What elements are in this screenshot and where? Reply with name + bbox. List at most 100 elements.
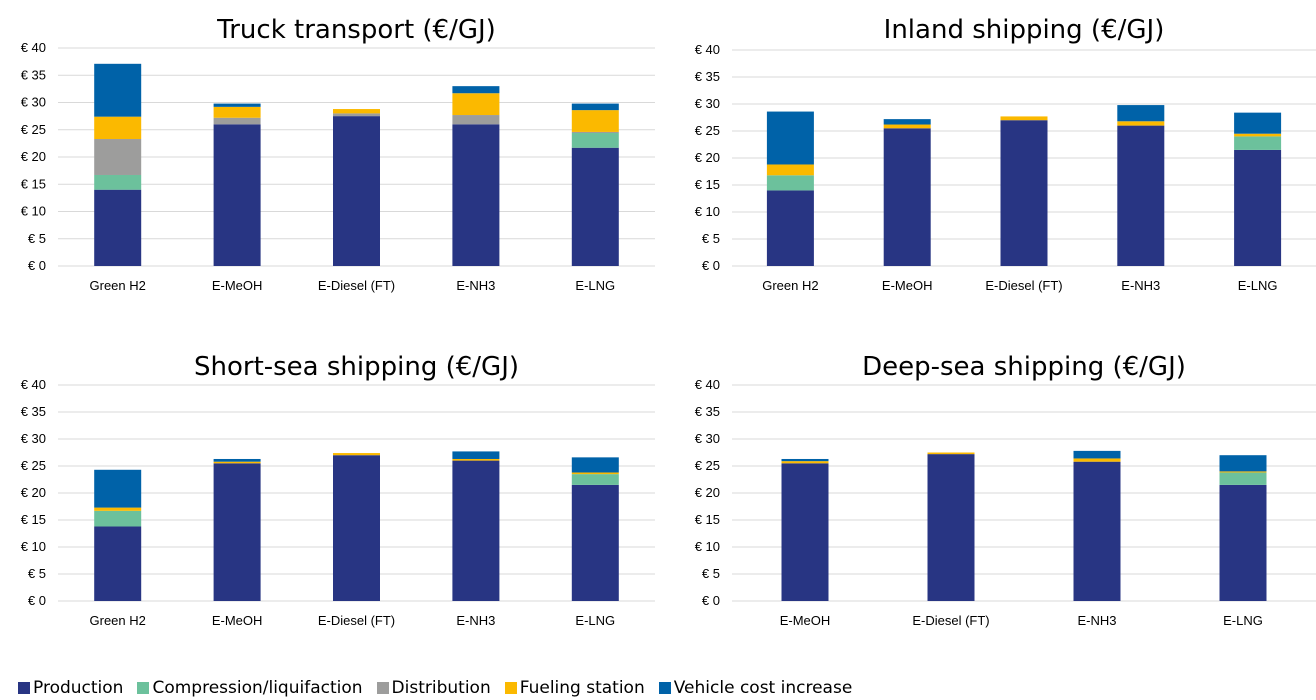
bar-segment [452,458,500,461]
y-tick-label: € 35 [21,404,46,419]
bar-segment [213,458,261,462]
bar-segment [571,472,619,475]
x-tick-label: E-NH3 [1077,613,1116,628]
bar-segment [1219,471,1267,473]
y-tick-label: € 40 [695,377,720,392]
bar-segment [883,119,931,125]
bar-segment [571,484,619,601]
x-tick-label: E-MeOH [212,613,263,628]
legend-label-compression: Compression/liquifaction [152,678,363,698]
y-tick-label: € 10 [695,204,720,219]
bar-segment [1073,450,1121,459]
x-tick-label: E-Diesel (FT) [912,613,989,628]
bar-segment [766,175,814,191]
legend-label-vehicle-cost: Vehicle cost increase [673,678,853,698]
x-tick-label: Green H2 [90,613,146,628]
bar-segment [1117,125,1165,266]
y-tick-label: € 25 [21,458,46,473]
y-tick-label: € 0 [28,258,46,273]
legend-item-distribution: Distribution [376,678,491,698]
bar-segment [94,189,142,266]
x-tick-label: E-LNG [575,613,615,628]
bar-segment [213,106,261,118]
y-tick-label: € 10 [21,204,46,219]
y-tick-label: € 25 [695,123,720,138]
legend-label-fueling-station: Fueling station [519,678,645,698]
y-tick-label: € 15 [21,512,46,527]
bar-segment [333,453,380,456]
y-tick-label: € 30 [21,95,46,110]
y-tick-label: € 10 [21,539,46,554]
y-tick-label: € 15 [21,176,46,191]
y-tick-label: € 5 [702,231,720,246]
bar-segment [213,117,261,125]
bar-segment [571,131,619,134]
y-tick-label: € 15 [695,512,720,527]
y-tick-label: € 40 [695,42,720,57]
x-tick-label: E-MeOH [212,278,263,293]
chart-title: Truck transport (€/GJ) [216,15,496,45]
bar-segment [213,463,261,601]
bar-segment [1219,472,1267,485]
bar-segment [213,461,261,464]
bar-segment [94,507,142,511]
x-tick-label: E-Diesel (FT) [318,613,395,628]
x-tick-label: E-NH3 [1121,278,1160,293]
bar-segment [883,124,931,129]
bar-segment [1117,105,1165,122]
y-tick-label: € 10 [695,539,720,554]
x-tick-label: E-Diesel (FT) [985,278,1062,293]
bar-segment [1073,461,1121,601]
legend-swatch-vehicle-cost [658,682,671,694]
y-tick-label: € 30 [695,96,720,111]
bar-segment [94,174,142,190]
y-tick-label: € 25 [21,122,46,137]
bar-segment [781,461,829,464]
legend-item-compression: Compression/liquifaction [137,678,363,698]
bar-segment [1219,484,1267,601]
bar-segment [1073,458,1121,462]
bar-segment [94,526,142,601]
legend-swatch-fueling-station [504,682,517,694]
bar-segment [213,103,261,107]
chart-title: Deep-sea shipping (€/GJ) [862,352,1186,382]
legend-swatch-distribution [376,682,389,694]
y-tick-label: € 0 [702,593,720,608]
bar-segment [1219,455,1267,472]
bar-segment [1234,112,1282,134]
legend-label-production: Production [33,678,124,698]
bar-segment [452,93,500,116]
y-tick-label: € 40 [21,40,46,55]
y-tick-label: € 25 [695,458,720,473]
y-tick-label: € 40 [21,377,46,392]
x-tick-label: E-LNG [1223,613,1263,628]
y-tick-label: € 5 [28,566,46,581]
y-tick-label: € 35 [695,69,720,84]
bar-segment [781,463,829,601]
bar-segment [452,124,500,266]
bar-segment [452,115,500,125]
bar-segment [766,164,814,176]
bar-segment [571,147,619,266]
x-tick-label: E-LNG [1238,278,1278,293]
bar-segment [571,133,619,148]
bar-segment [1234,149,1282,266]
bar-segment [333,116,380,266]
y-tick-label: € 0 [28,593,46,608]
bar-segment [333,455,380,601]
legend-swatch-compression [137,682,150,694]
bar-segment [94,469,142,508]
y-tick-label: € 5 [702,566,720,581]
bar-segment [927,454,975,601]
legend-swatch-production [18,682,30,694]
bar-segment [927,452,975,455]
bar-segment [883,128,931,266]
bar-segment [1234,133,1282,137]
bar-segment [94,116,142,140]
y-tick-label: € 30 [695,431,720,446]
bar-segment [1234,136,1282,150]
y-tick-label: € 5 [28,231,46,246]
legend-item-vehicle-cost: Vehicle cost increase [658,678,853,698]
bar-segment [1117,121,1165,126]
